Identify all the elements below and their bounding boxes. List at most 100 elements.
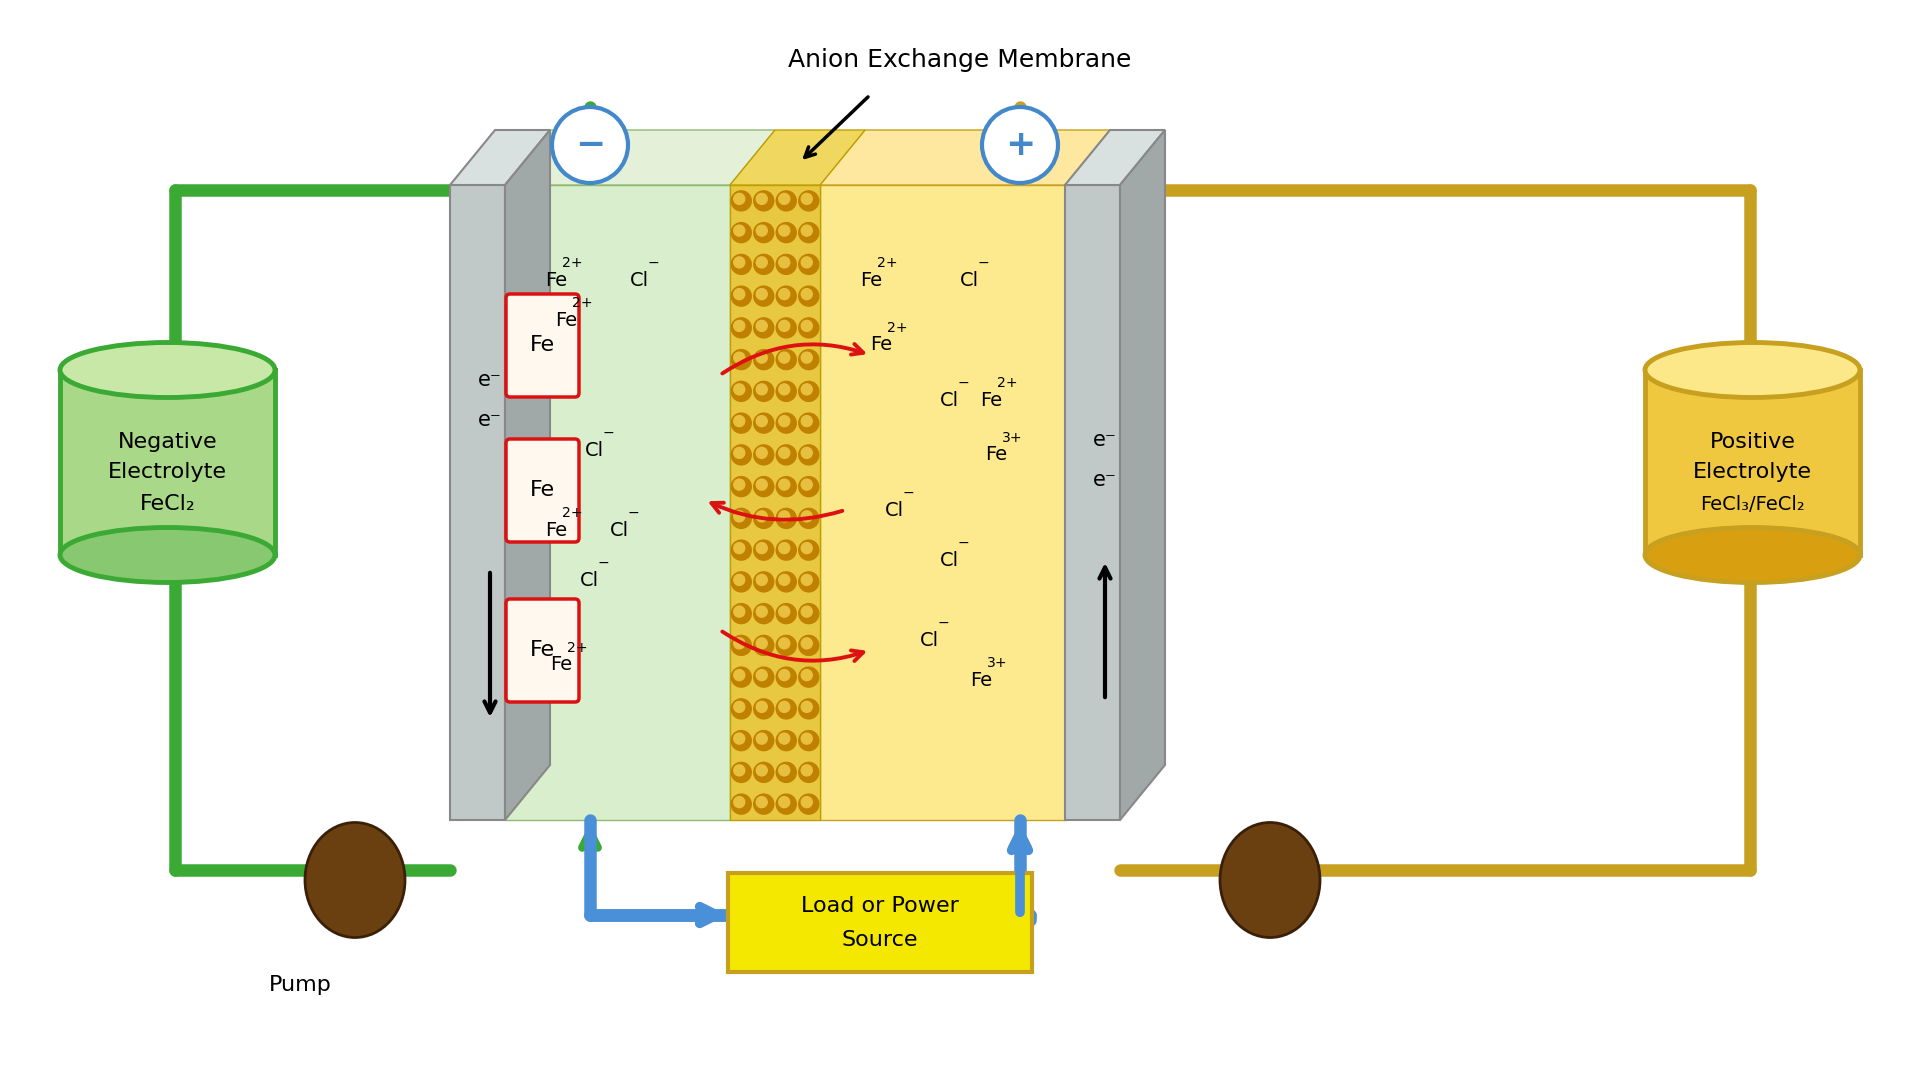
Text: −: − (958, 376, 970, 390)
Circle shape (733, 542, 745, 554)
Circle shape (776, 509, 797, 528)
Circle shape (776, 318, 797, 338)
Text: 2+: 2+ (996, 376, 1018, 390)
Text: e⁻: e⁻ (1092, 430, 1117, 450)
Circle shape (755, 794, 774, 814)
Circle shape (755, 476, 774, 497)
Text: −: − (958, 536, 970, 550)
Polygon shape (820, 185, 1066, 820)
Circle shape (755, 222, 774, 243)
Circle shape (799, 222, 818, 243)
Circle shape (981, 107, 1058, 183)
Circle shape (780, 225, 789, 237)
Circle shape (799, 731, 818, 751)
Circle shape (776, 476, 797, 497)
Text: −: − (647, 256, 659, 270)
Circle shape (732, 286, 751, 306)
Circle shape (776, 731, 797, 751)
Circle shape (799, 286, 818, 306)
Polygon shape (730, 185, 820, 820)
Text: Electrolyte: Electrolyte (108, 462, 227, 483)
Circle shape (776, 699, 797, 719)
Circle shape (780, 416, 789, 427)
Circle shape (755, 540, 774, 561)
Circle shape (801, 416, 812, 427)
Circle shape (799, 255, 818, 274)
Circle shape (733, 447, 745, 458)
Circle shape (801, 765, 812, 775)
Circle shape (733, 257, 745, 268)
Polygon shape (505, 130, 549, 820)
Circle shape (755, 731, 774, 751)
Circle shape (780, 193, 789, 204)
Text: Cl: Cl (941, 391, 960, 409)
Circle shape (756, 321, 768, 332)
Circle shape (801, 193, 812, 204)
Circle shape (780, 575, 789, 585)
Circle shape (756, 733, 768, 744)
Circle shape (776, 572, 797, 592)
Text: Pump: Pump (269, 975, 332, 995)
Circle shape (755, 286, 774, 306)
Circle shape (801, 257, 812, 268)
Circle shape (755, 604, 774, 623)
Circle shape (755, 255, 774, 274)
Circle shape (756, 765, 768, 775)
Circle shape (780, 606, 789, 617)
Circle shape (756, 797, 768, 808)
Circle shape (801, 480, 812, 490)
Text: Fe: Fe (549, 656, 572, 675)
Polygon shape (449, 130, 549, 185)
Circle shape (780, 511, 789, 522)
Circle shape (776, 255, 797, 274)
Polygon shape (1645, 370, 1860, 555)
Circle shape (733, 383, 745, 395)
Ellipse shape (60, 342, 275, 397)
Circle shape (776, 635, 797, 656)
Circle shape (733, 797, 745, 808)
Circle shape (776, 414, 797, 433)
Circle shape (732, 476, 751, 497)
Circle shape (801, 447, 812, 458)
Text: Fe: Fe (979, 391, 1002, 409)
Circle shape (755, 667, 774, 687)
Text: Fe: Fe (860, 270, 881, 289)
Circle shape (756, 352, 768, 363)
Circle shape (799, 476, 818, 497)
Circle shape (756, 383, 768, 395)
Text: e⁻: e⁻ (478, 370, 501, 390)
Text: Fe: Fe (985, 445, 1008, 464)
Circle shape (732, 794, 751, 814)
Circle shape (780, 542, 789, 554)
Circle shape (732, 318, 751, 338)
Text: Fe: Fe (530, 480, 555, 500)
Circle shape (756, 701, 768, 713)
Circle shape (732, 509, 751, 528)
Text: Electrolyte: Electrolyte (1693, 462, 1812, 483)
Circle shape (733, 225, 745, 237)
Text: −: − (597, 556, 609, 570)
Circle shape (756, 447, 768, 458)
Text: −: − (977, 256, 989, 270)
Text: FeCl₂: FeCl₂ (140, 495, 196, 514)
Text: Fe: Fe (530, 640, 555, 660)
Text: Cl: Cl (580, 570, 599, 590)
Circle shape (780, 765, 789, 775)
Circle shape (776, 191, 797, 211)
Polygon shape (1119, 130, 1165, 820)
Polygon shape (820, 130, 1110, 185)
Text: Cl: Cl (885, 500, 904, 519)
Text: Fe: Fe (555, 311, 578, 329)
FancyBboxPatch shape (507, 294, 580, 397)
Circle shape (733, 638, 745, 649)
Circle shape (799, 667, 818, 687)
Circle shape (756, 575, 768, 585)
Circle shape (733, 511, 745, 522)
Text: Cl: Cl (920, 631, 939, 649)
Circle shape (756, 670, 768, 680)
Circle shape (756, 257, 768, 268)
Ellipse shape (305, 823, 405, 937)
Circle shape (756, 288, 768, 299)
Circle shape (799, 699, 818, 719)
Circle shape (732, 731, 751, 751)
